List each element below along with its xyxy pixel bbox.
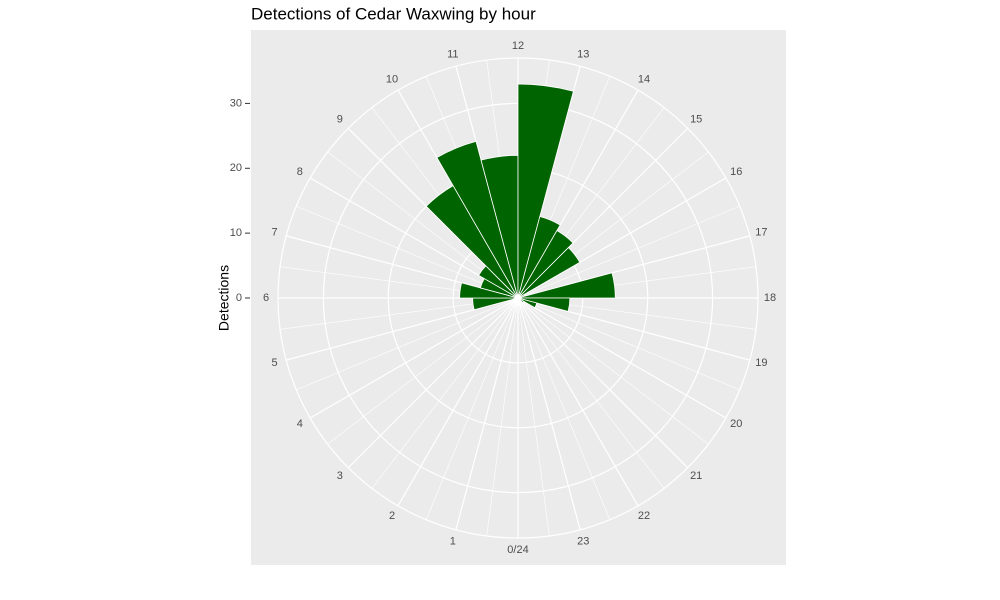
bar (436, 140, 519, 299)
spoke (296, 205, 519, 299)
bar (517, 216, 561, 299)
spoke (517, 297, 611, 520)
x-tick-label: 13 (577, 48, 589, 60)
spoke (486, 297, 519, 536)
bar (517, 230, 574, 299)
x-tick-label: 16 (730, 166, 742, 178)
bar (517, 83, 574, 299)
x-tick-label: 10 (386, 74, 398, 86)
x-tick-label: 17 (755, 227, 767, 239)
x-tick-label: 19 (755, 357, 767, 369)
spoke (327, 297, 519, 445)
y-axis-label: Detections (216, 265, 232, 331)
bar (517, 297, 525, 304)
x-tick-label: 14 (638, 74, 650, 86)
bar (517, 246, 581, 299)
x-tick-label: 9 (337, 114, 343, 126)
x-tick-label: 1 (450, 535, 456, 547)
y-tick-label: 10 (230, 227, 242, 239)
spoke (425, 297, 519, 520)
x-tick-label: 18 (764, 292, 776, 304)
x-tick-label: 6 (263, 292, 269, 304)
x-tick-label: 2 (389, 510, 395, 522)
x-tick-label: 23 (577, 535, 589, 547)
x-tick-label: 12 (512, 40, 524, 52)
x-tick-label: 0/24 (507, 544, 528, 556)
y-tick-label: 0 (236, 292, 242, 304)
x-tick-label: 15 (690, 114, 702, 126)
x-tick-label: 21 (690, 470, 702, 482)
spoke (517, 205, 740, 299)
spoke (517, 297, 550, 536)
spoke (371, 297, 519, 489)
spoke (455, 297, 519, 530)
x-tick-label: 7 (272, 227, 278, 239)
spoke (517, 297, 689, 469)
x-tick-label: 5 (272, 357, 278, 369)
spoke (517, 297, 727, 419)
x-tick-label: 22 (638, 510, 650, 522)
y-tick-label: 20 (230, 162, 242, 174)
spoke (517, 297, 665, 489)
x-tick-label: 3 (337, 470, 343, 482)
spoke (309, 297, 519, 419)
spoke (347, 297, 519, 469)
spoke (517, 297, 639, 507)
chart-title: Detections of Cedar Waxwing by hour (251, 4, 536, 23)
y-tick-label: 30 (230, 97, 242, 109)
bar (517, 272, 616, 299)
x-tick-label: 4 (297, 418, 303, 430)
x-tick-label: 11 (447, 48, 458, 60)
x-tick-label: 8 (297, 166, 303, 178)
spoke (517, 297, 709, 445)
spoke (517, 297, 740, 391)
spoke (397, 297, 519, 507)
spoke (517, 297, 581, 530)
spoke (296, 297, 519, 391)
x-tick-label: 20 (730, 418, 742, 430)
